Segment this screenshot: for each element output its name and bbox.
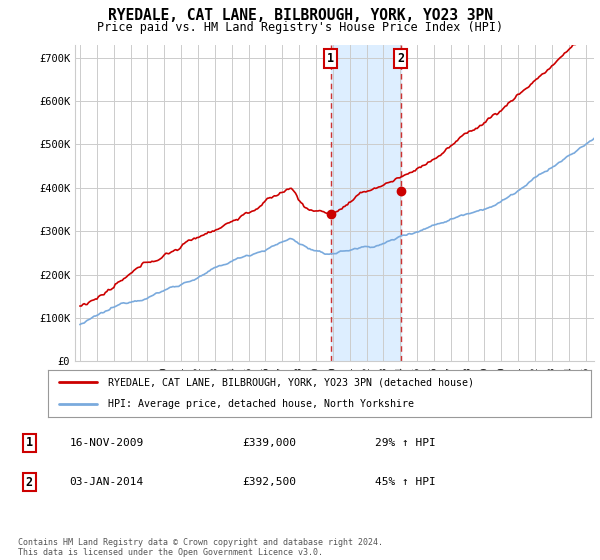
Text: Price paid vs. HM Land Registry's House Price Index (HPI): Price paid vs. HM Land Registry's House … [97,21,503,34]
Text: RYEDALE, CAT LANE, BILBROUGH, YORK, YO23 3PN (detached house): RYEDALE, CAT LANE, BILBROUGH, YORK, YO23… [108,377,474,388]
Text: 2: 2 [26,475,33,488]
Text: £392,500: £392,500 [242,477,296,487]
Text: 29% ↑ HPI: 29% ↑ HPI [375,438,436,448]
Bar [331,45,401,361]
Text: 03-JAN-2014: 03-JAN-2014 [70,477,144,487]
Text: 1: 1 [327,52,334,66]
Text: RYEDALE, CAT LANE, BILBROUGH, YORK, YO23 3PN: RYEDALE, CAT LANE, BILBROUGH, YORK, YO23… [107,8,493,24]
Text: £339,000: £339,000 [242,438,296,448]
Text: HPI: Average price, detached house, North Yorkshire: HPI: Average price, detached house, Nort… [108,399,414,409]
Text: 45% ↑ HPI: 45% ↑ HPI [375,477,436,487]
Text: 16-NOV-2009: 16-NOV-2009 [70,438,144,448]
Text: 2: 2 [397,52,404,66]
Text: Contains HM Land Registry data © Crown copyright and database right 2024.
This d: Contains HM Land Registry data © Crown c… [18,538,383,557]
Text: 1: 1 [26,436,33,450]
